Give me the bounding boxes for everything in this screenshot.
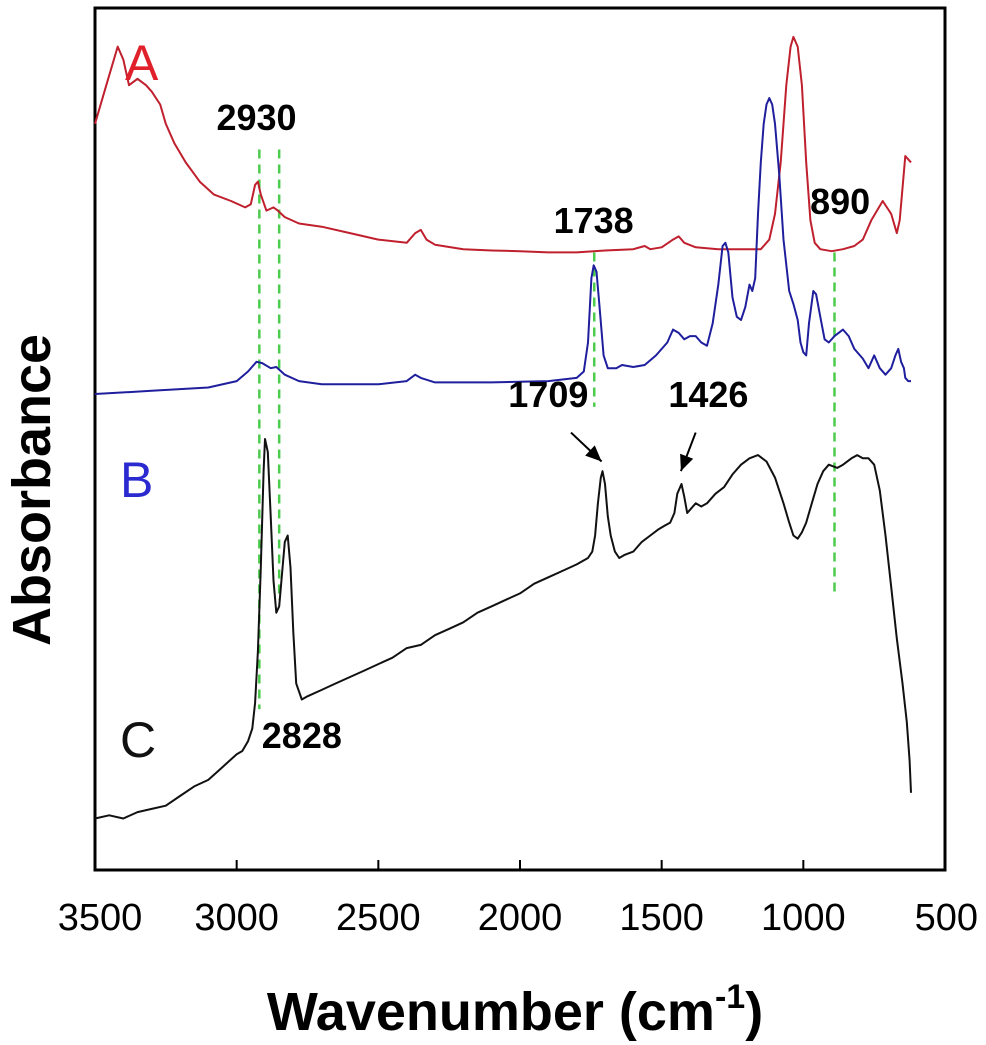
series-a-line	[94, 35, 912, 254]
x-tick-label-3500: 3500	[58, 897, 143, 939]
series-b-line	[94, 97, 911, 395]
x-axis-ticks: 3500 3000 2500 2000 1500 1000 500	[58, 860, 978, 939]
series-labels: A B C	[120, 35, 159, 768]
reference-lines	[258, 149, 836, 710]
x-tick-label-1500: 1500	[619, 897, 704, 939]
x-axis-title: Wavenumber (cm-1)	[267, 978, 763, 1042]
x-axis-title-sup: -1	[715, 978, 745, 1016]
peak-label-890: 890	[810, 181, 870, 222]
arrow-2-head	[680, 453, 694, 472]
x-tick-label-2000: 2000	[478, 897, 563, 939]
x-tick-label-2500: 2500	[336, 897, 421, 939]
series-a-label: A	[125, 35, 159, 91]
x-tick-label-3000: 3000	[194, 897, 279, 939]
x-axis-title-close: )	[745, 982, 763, 1042]
series-c-label: C	[120, 712, 156, 768]
peak-label-1426: 1426	[668, 374, 748, 415]
annotation-arrows	[570, 431, 697, 472]
peak-label-2930: 2930	[216, 97, 296, 138]
peak-label-1709: 1709	[508, 374, 588, 415]
x-tick-label-1000: 1000	[761, 897, 846, 939]
arrow-1-head	[585, 445, 602, 462]
peak-label-2828: 2828	[262, 715, 342, 756]
peak-label-1738: 1738	[554, 200, 634, 241]
spectra	[94, 35, 912, 820]
x-axis-title-main: Wavenumber (cm	[267, 982, 715, 1042]
peak-annotations: 2930 1738 890 1709 1426 2828	[216, 97, 870, 756]
series-c-line	[94, 438, 912, 820]
series-b-label: B	[120, 452, 153, 508]
y-axis-title: Absorbance	[2, 334, 62, 646]
x-tick-label-500: 500	[915, 897, 978, 939]
